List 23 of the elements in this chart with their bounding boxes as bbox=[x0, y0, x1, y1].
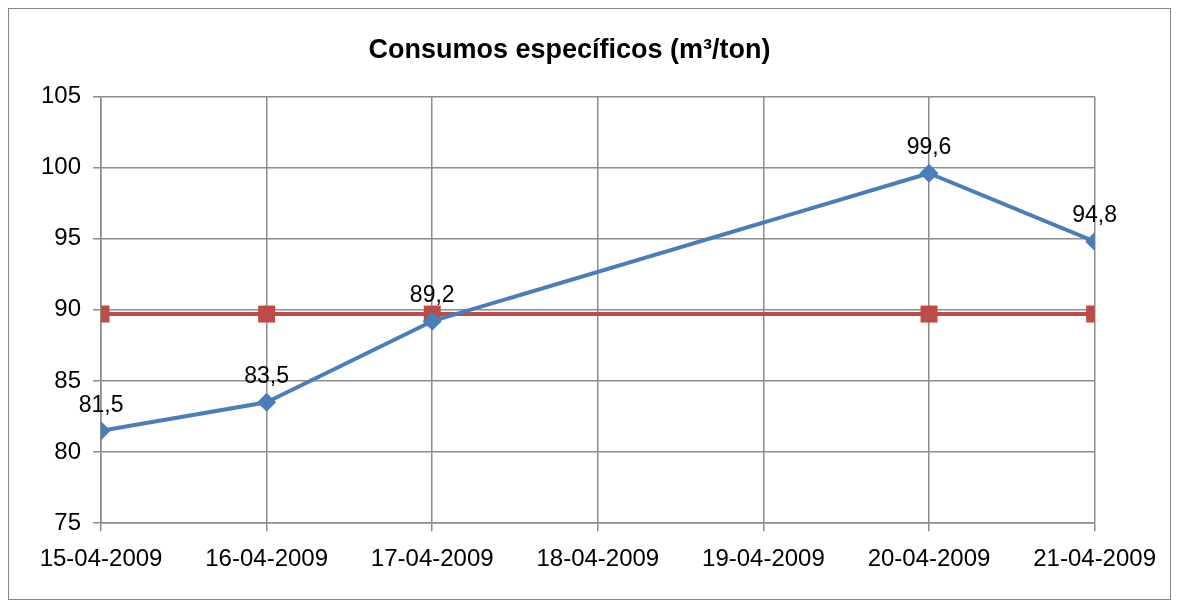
data-label: 81,5 bbox=[78, 390, 124, 417]
y-tick-label: 100 bbox=[41, 152, 82, 180]
point bbox=[258, 305, 276, 323]
y-tick-label: 105 bbox=[41, 81, 82, 109]
y-tick-label: 80 bbox=[54, 436, 82, 464]
x-tick-label: 21-04-2009 bbox=[1033, 544, 1156, 572]
chart-title: Consumos específicos (m³/ton) bbox=[368, 33, 771, 64]
y-tick-label: 95 bbox=[54, 223, 82, 251]
x-tick-label: 19-04-2009 bbox=[702, 544, 825, 572]
y-tick-label: 90 bbox=[54, 294, 82, 322]
x-tick-label: 18-04-2009 bbox=[536, 544, 660, 572]
y-tick-label: 85 bbox=[54, 365, 82, 393]
data-label: 83,5 bbox=[244, 362, 290, 389]
x-tick-label: 16-04-2009 bbox=[205, 544, 329, 572]
x-tick-label: 15-04-2009 bbox=[39, 544, 163, 572]
x-tick-label: 20-04-2009 bbox=[867, 544, 991, 572]
data-label: 99,6 bbox=[906, 133, 952, 160]
data-label: 89,2 bbox=[409, 281, 455, 308]
data-label: 94,8 bbox=[1072, 201, 1117, 228]
x-tick-label: 17-04-2009 bbox=[370, 544, 494, 572]
point bbox=[257, 392, 277, 412]
point bbox=[422, 311, 442, 331]
y-tick-label: 75 bbox=[54, 507, 82, 535]
